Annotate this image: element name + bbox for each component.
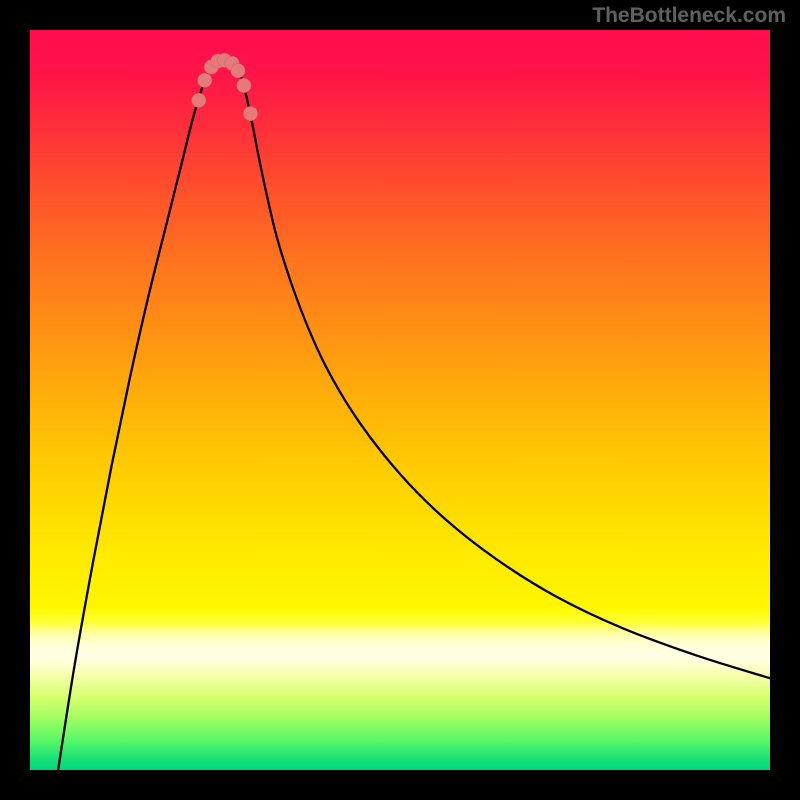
data-marker — [231, 64, 245, 78]
data-marker — [192, 93, 206, 107]
data-marker — [243, 106, 257, 120]
data-marker — [197, 73, 211, 87]
data-markers — [30, 30, 770, 770]
plot-area — [30, 30, 770, 770]
watermark-text: TheBottleneck.com — [592, 4, 786, 28]
data-marker — [237, 78, 251, 92]
chart-container: TheBottleneck.com — [0, 0, 800, 800]
